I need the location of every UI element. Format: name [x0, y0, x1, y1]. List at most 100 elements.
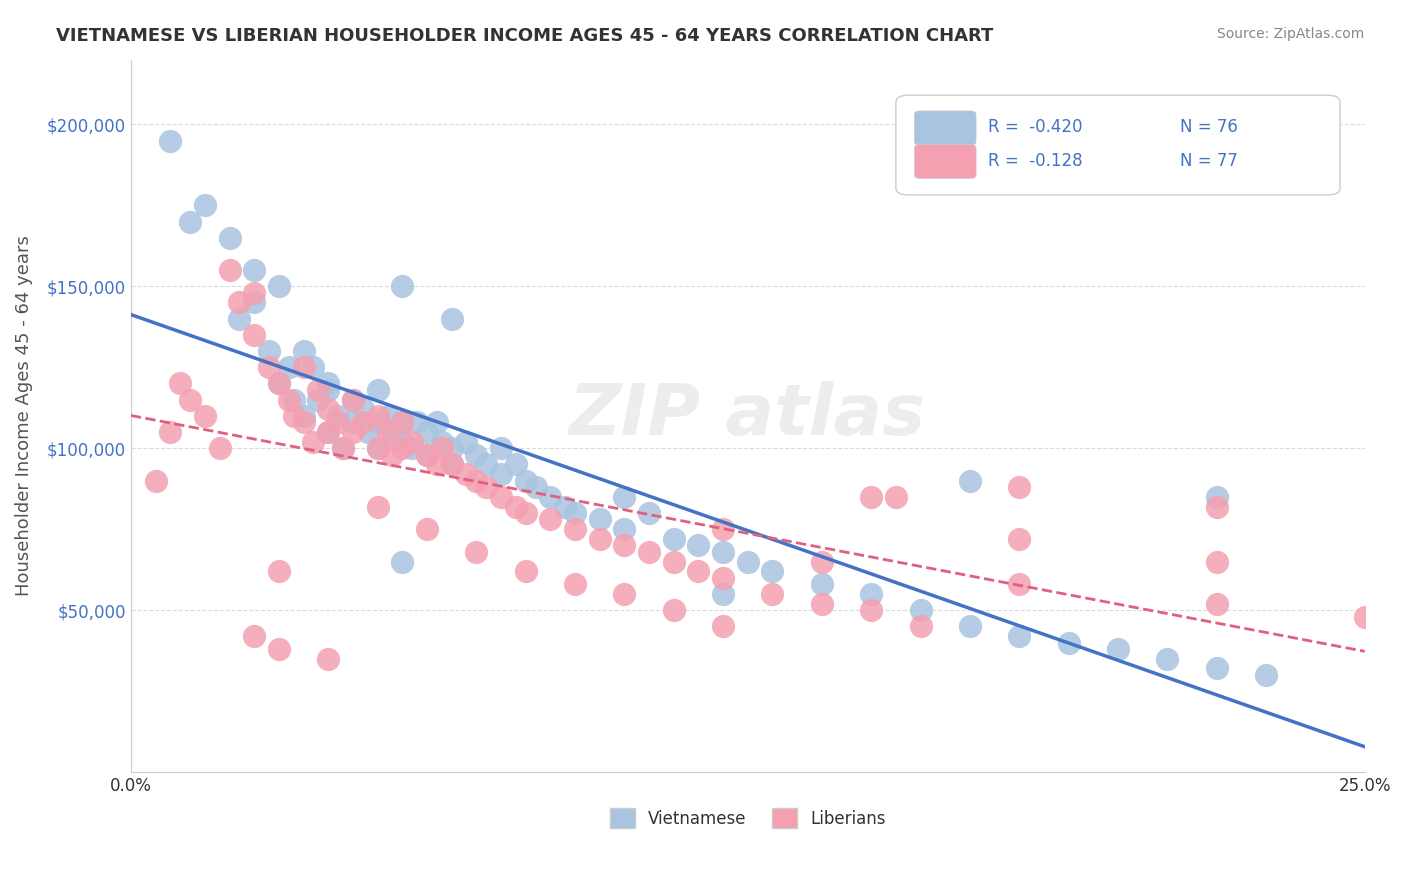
Point: [332, 441, 354, 455]
Point: [489, 441, 512, 455]
Point: [401, 434, 423, 449]
Point: [613, 490, 636, 504]
Point: [267, 376, 290, 391]
Point: [416, 448, 439, 462]
Point: [292, 360, 315, 375]
Point: [243, 327, 266, 342]
Point: [860, 587, 883, 601]
Point: [811, 555, 834, 569]
Point: [475, 480, 498, 494]
Point: [1205, 661, 1227, 675]
Point: [377, 425, 399, 439]
Point: [440, 441, 463, 455]
Point: [884, 490, 907, 504]
FancyBboxPatch shape: [896, 95, 1340, 195]
Point: [711, 545, 734, 559]
Point: [391, 415, 413, 429]
Point: [662, 555, 685, 569]
Point: [208, 441, 231, 455]
Text: Source: ZipAtlas.com: Source: ZipAtlas.com: [1216, 27, 1364, 41]
FancyBboxPatch shape: [914, 145, 976, 178]
Point: [406, 415, 429, 429]
Point: [194, 198, 217, 212]
Point: [430, 441, 453, 455]
Point: [416, 522, 439, 536]
Point: [367, 415, 389, 429]
Point: [302, 360, 325, 375]
Point: [391, 279, 413, 293]
Point: [662, 603, 685, 617]
Text: ZIP atlas: ZIP atlas: [569, 381, 927, 450]
Point: [688, 564, 710, 578]
Point: [811, 577, 834, 591]
Point: [737, 555, 759, 569]
Point: [1205, 555, 1227, 569]
Point: [316, 383, 339, 397]
Point: [416, 448, 439, 462]
Point: [1254, 668, 1277, 682]
Point: [564, 577, 586, 591]
Text: N = 77: N = 77: [1180, 153, 1237, 170]
Point: [302, 434, 325, 449]
Point: [367, 441, 389, 455]
Point: [456, 434, 478, 449]
Point: [662, 532, 685, 546]
Point: [228, 295, 250, 310]
Point: [367, 500, 389, 514]
Point: [711, 587, 734, 601]
Point: [811, 597, 834, 611]
Point: [711, 619, 734, 633]
Point: [342, 425, 364, 439]
Point: [332, 441, 354, 455]
Point: [328, 415, 350, 429]
Point: [307, 383, 329, 397]
Point: [638, 545, 661, 559]
Point: [277, 392, 299, 407]
Point: [456, 467, 478, 482]
Point: [357, 425, 380, 439]
Point: [307, 392, 329, 407]
Text: R =  -0.420: R = -0.420: [988, 119, 1083, 136]
Point: [194, 409, 217, 423]
Point: [179, 214, 201, 228]
Point: [342, 392, 364, 407]
Point: [440, 458, 463, 472]
Point: [426, 458, 449, 472]
Text: N = 76: N = 76: [1180, 119, 1237, 136]
Point: [440, 311, 463, 326]
Point: [381, 425, 404, 439]
Text: VIETNAMESE VS LIBERIAN HOUSEHOLDER INCOME AGES 45 - 64 YEARS CORRELATION CHART: VIETNAMESE VS LIBERIAN HOUSEHOLDER INCOM…: [56, 27, 994, 45]
Point: [589, 532, 612, 546]
Point: [377, 409, 399, 423]
Point: [711, 522, 734, 536]
Point: [159, 425, 181, 439]
Point: [465, 545, 488, 559]
Point: [267, 279, 290, 293]
Point: [316, 402, 339, 417]
Point: [711, 571, 734, 585]
Point: [515, 506, 537, 520]
Point: [1107, 642, 1129, 657]
Point: [440, 458, 463, 472]
Point: [910, 619, 932, 633]
Point: [1205, 597, 1227, 611]
Point: [243, 285, 266, 300]
Point: [401, 441, 423, 455]
Point: [391, 441, 413, 455]
Point: [1205, 500, 1227, 514]
Legend: Vietnamese, Liberians: Vietnamese, Liberians: [603, 801, 893, 835]
Point: [391, 415, 413, 429]
Point: [1156, 651, 1178, 665]
Point: [638, 506, 661, 520]
Point: [328, 409, 350, 423]
Point: [292, 415, 315, 429]
FancyBboxPatch shape: [914, 111, 976, 145]
Point: [515, 564, 537, 578]
Point: [489, 490, 512, 504]
Point: [367, 441, 389, 455]
Point: [613, 538, 636, 552]
Point: [564, 506, 586, 520]
Point: [283, 409, 305, 423]
Point: [342, 392, 364, 407]
Point: [515, 474, 537, 488]
